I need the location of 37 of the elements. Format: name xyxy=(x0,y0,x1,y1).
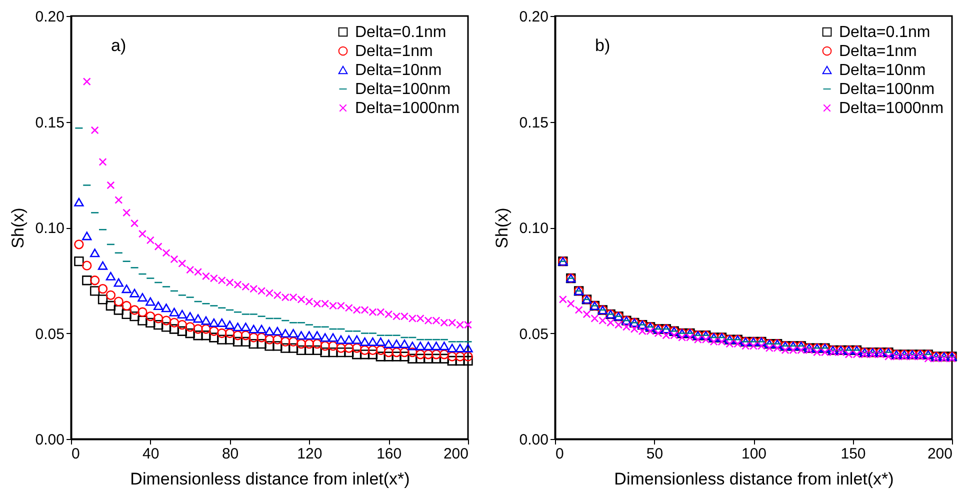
y-tick-label: 0.05 xyxy=(35,326,64,343)
x-tick-label: 150 xyxy=(840,446,866,462)
annotation: b) xyxy=(595,36,610,55)
x-tick-label: 80 xyxy=(222,446,239,462)
legend-label: Delta=1000nm xyxy=(355,100,460,117)
x-tick-label: 100 xyxy=(741,446,767,462)
y-tick-label: 0.20 xyxy=(519,8,548,26)
x-tick-label: 200 xyxy=(927,446,952,462)
y-tick-label: 0.20 xyxy=(35,8,64,26)
legend-label: Delta=0.1nm xyxy=(355,24,446,41)
legend-label: Delta=10nm xyxy=(355,62,442,79)
y-tick-label: 0.10 xyxy=(519,220,548,237)
x-tick-label: 0 xyxy=(556,446,564,462)
legend-label: Delta=0.1nm xyxy=(839,24,930,41)
legend-label: Delta=1000nm xyxy=(839,100,944,117)
y-tick-label: 0.00 xyxy=(35,432,64,448)
y-tick-label: 0.10 xyxy=(35,220,64,237)
annotation: a) xyxy=(111,36,126,55)
x-tick-label: 0 xyxy=(72,446,80,462)
x-axis-title: Dimensionless distance from inlet(x*) xyxy=(130,470,410,488)
legend-label: Delta=1nm xyxy=(839,43,917,60)
legend-label: Delta=1nm xyxy=(355,43,433,60)
y-tick-label: 0.15 xyxy=(519,114,548,132)
y-axis-title: Sh(x) xyxy=(492,208,512,248)
legend-label: Delta=10nm xyxy=(839,62,926,79)
legend-label: Delta=100nm xyxy=(839,81,935,98)
y-tick-label: 0.15 xyxy=(35,114,64,132)
y-tick-label: 0.00 xyxy=(519,432,548,448)
x-tick-label: 40 xyxy=(142,446,160,462)
x-axis-title: Dimensionless distance from inlet(x*) xyxy=(614,470,894,488)
x-tick-label: 160 xyxy=(376,446,402,462)
y-tick-label: 0.05 xyxy=(519,326,548,343)
legend-label: Delta=100nm xyxy=(355,81,451,98)
x-tick-label: 50 xyxy=(646,446,664,462)
y-axis-title: Sh(x) xyxy=(8,208,28,248)
x-tick-label: 120 xyxy=(297,446,322,462)
x-tick-label: 200 xyxy=(443,446,468,462)
